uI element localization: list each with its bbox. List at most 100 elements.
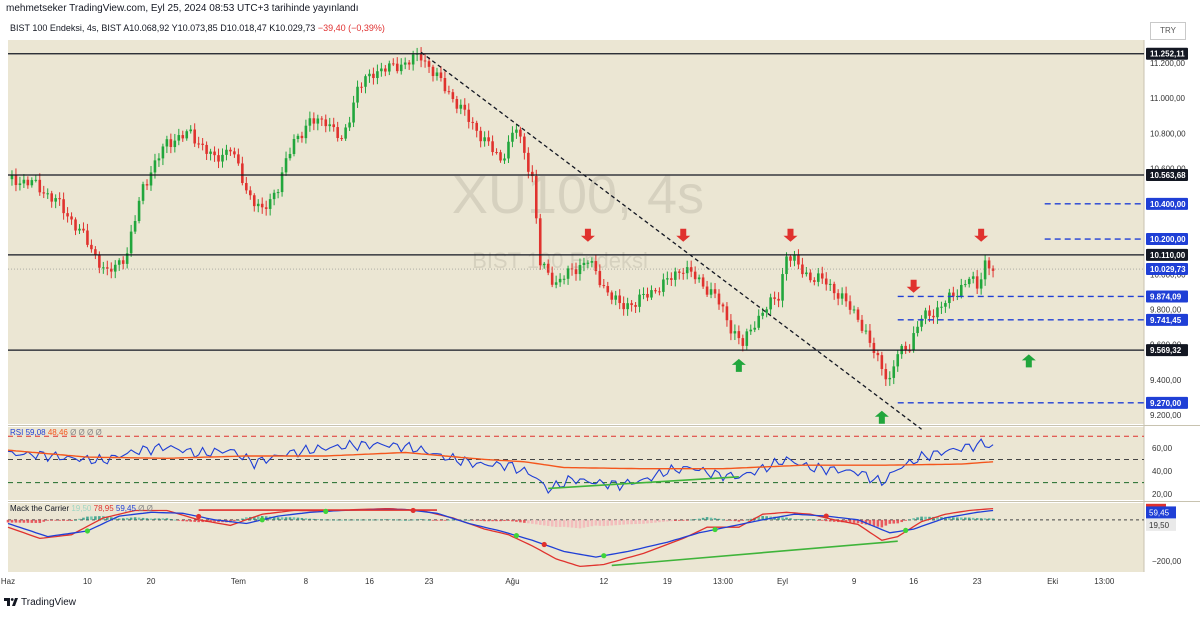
mack-histogram-bar	[538, 519, 542, 525]
candle-body	[638, 294, 641, 307]
mack-histogram-bar	[499, 519, 502, 522]
mack-histogram-bar	[606, 519, 610, 526]
price-tick-label: 9.400,00	[1150, 376, 1182, 385]
candle-body	[840, 293, 844, 299]
level-label-bg	[1146, 396, 1188, 409]
candle-body	[797, 255, 800, 265]
candle-body	[427, 61, 431, 67]
symbol-name: BIST 100 Endeksi, 4s, BIST	[10, 23, 122, 33]
mack-histogram-bar	[809, 519, 812, 521]
mack-histogram-bar	[161, 518, 165, 520]
candle-body	[256, 203, 260, 207]
mack-legend-v3: 59,45	[115, 504, 136, 513]
mack-histogram-bar	[332, 519, 335, 521]
candle-body	[42, 192, 46, 194]
time-axis-label: 13:00	[1094, 577, 1115, 586]
mack-histogram-bar	[813, 519, 816, 521]
mack-histogram-bar	[276, 517, 280, 520]
mack-histogram-bar	[797, 519, 800, 520]
sell-arrow-icon	[580, 228, 595, 242]
time-axis-label: Ağu	[505, 577, 519, 586]
candle-body	[153, 160, 157, 173]
mack-cross-dot	[513, 533, 520, 539]
candle-body	[542, 263, 546, 266]
candle-body	[241, 163, 244, 184]
candle-body	[106, 267, 109, 269]
candle-body	[340, 138, 343, 140]
candle-body	[785, 256, 788, 275]
candle-body	[245, 183, 248, 191]
rsi-tick-label: 20,00	[1152, 490, 1173, 499]
candle-body	[304, 125, 308, 139]
mack-histogram-bar	[443, 519, 447, 521]
price-tick-label: 10.800,00	[1150, 129, 1186, 138]
candle-body	[971, 276, 975, 279]
mack-histogram-bar	[642, 519, 645, 524]
candle-body	[674, 271, 677, 280]
mack-histogram-bar	[598, 519, 602, 526]
footer-brand[interactable]: TradingView	[4, 597, 76, 608]
mack-histogram-bar	[348, 519, 351, 521]
mack-value-label: 59,45	[1149, 508, 1170, 517]
mack-histogram-bar	[411, 519, 415, 521]
last-price-label: 10.029,73	[1150, 265, 1186, 274]
candle-body	[38, 179, 42, 193]
candle-body	[109, 268, 113, 272]
candle-body	[749, 329, 753, 332]
candle-body	[765, 309, 768, 313]
candle-body	[817, 273, 820, 282]
time-axis-label: Tem	[231, 577, 246, 586]
candle-body	[280, 172, 284, 193]
candle-body	[467, 109, 471, 122]
mack-histogram-bar	[936, 517, 939, 520]
candle-body	[133, 221, 137, 232]
mack-histogram-bar	[22, 519, 26, 523]
mack-histogram-bar	[693, 519, 697, 520]
mack-histogram-bar	[376, 519, 379, 521]
candle-body	[487, 137, 490, 142]
candle-body	[912, 333, 915, 351]
mack-histogram-bar	[82, 517, 85, 520]
candle-body	[121, 260, 125, 264]
price-tick-label: 11.200,00	[1150, 59, 1186, 68]
currency-button[interactable]: TRY	[1150, 22, 1186, 40]
mack-histogram-bar	[320, 519, 324, 521]
candle-body	[439, 72, 443, 79]
candle-body	[94, 249, 97, 255]
mack-histogram-bar	[590, 519, 594, 527]
mack-histogram-bar	[113, 517, 117, 520]
candle-body	[264, 207, 268, 209]
mack-histogram-bar	[26, 519, 30, 523]
mack-legend-label: Mack the Carrier	[10, 504, 70, 513]
mack-histogram-bar	[213, 519, 216, 522]
candle-body	[169, 139, 173, 148]
last-price-label-bg	[1146, 263, 1188, 276]
mack-cross-dot	[259, 517, 265, 523]
mack-histogram-bar	[546, 519, 550, 526]
candle-body	[566, 268, 570, 279]
price-tick-label: 9.200,00	[1150, 411, 1182, 420]
candle-body	[209, 151, 212, 154]
mack-histogram-bar	[149, 518, 153, 520]
mack-histogram-bar	[983, 518, 987, 520]
mack-histogram-bar	[475, 519, 478, 521]
candle-body	[781, 274, 784, 301]
level-label: 9.569,32	[1150, 346, 1182, 355]
candle-body	[435, 72, 439, 77]
candle-body	[868, 330, 872, 343]
candle-body	[519, 129, 522, 137]
candle-body	[403, 62, 407, 65]
candle-body	[713, 289, 717, 294]
candle-body	[161, 146, 165, 159]
mack-histogram-bar	[241, 518, 244, 520]
mack-histogram-bar	[713, 518, 717, 520]
mack-histogram-bar	[467, 519, 471, 521]
candle-body	[546, 263, 550, 273]
mack-histogram-bar	[252, 516, 256, 520]
mack-histogram-bar	[391, 519, 395, 521]
mack-histogram-bar	[670, 519, 673, 522]
ohlc-high: Y10.073,85	[171, 23, 218, 33]
candle-body	[920, 318, 923, 327]
